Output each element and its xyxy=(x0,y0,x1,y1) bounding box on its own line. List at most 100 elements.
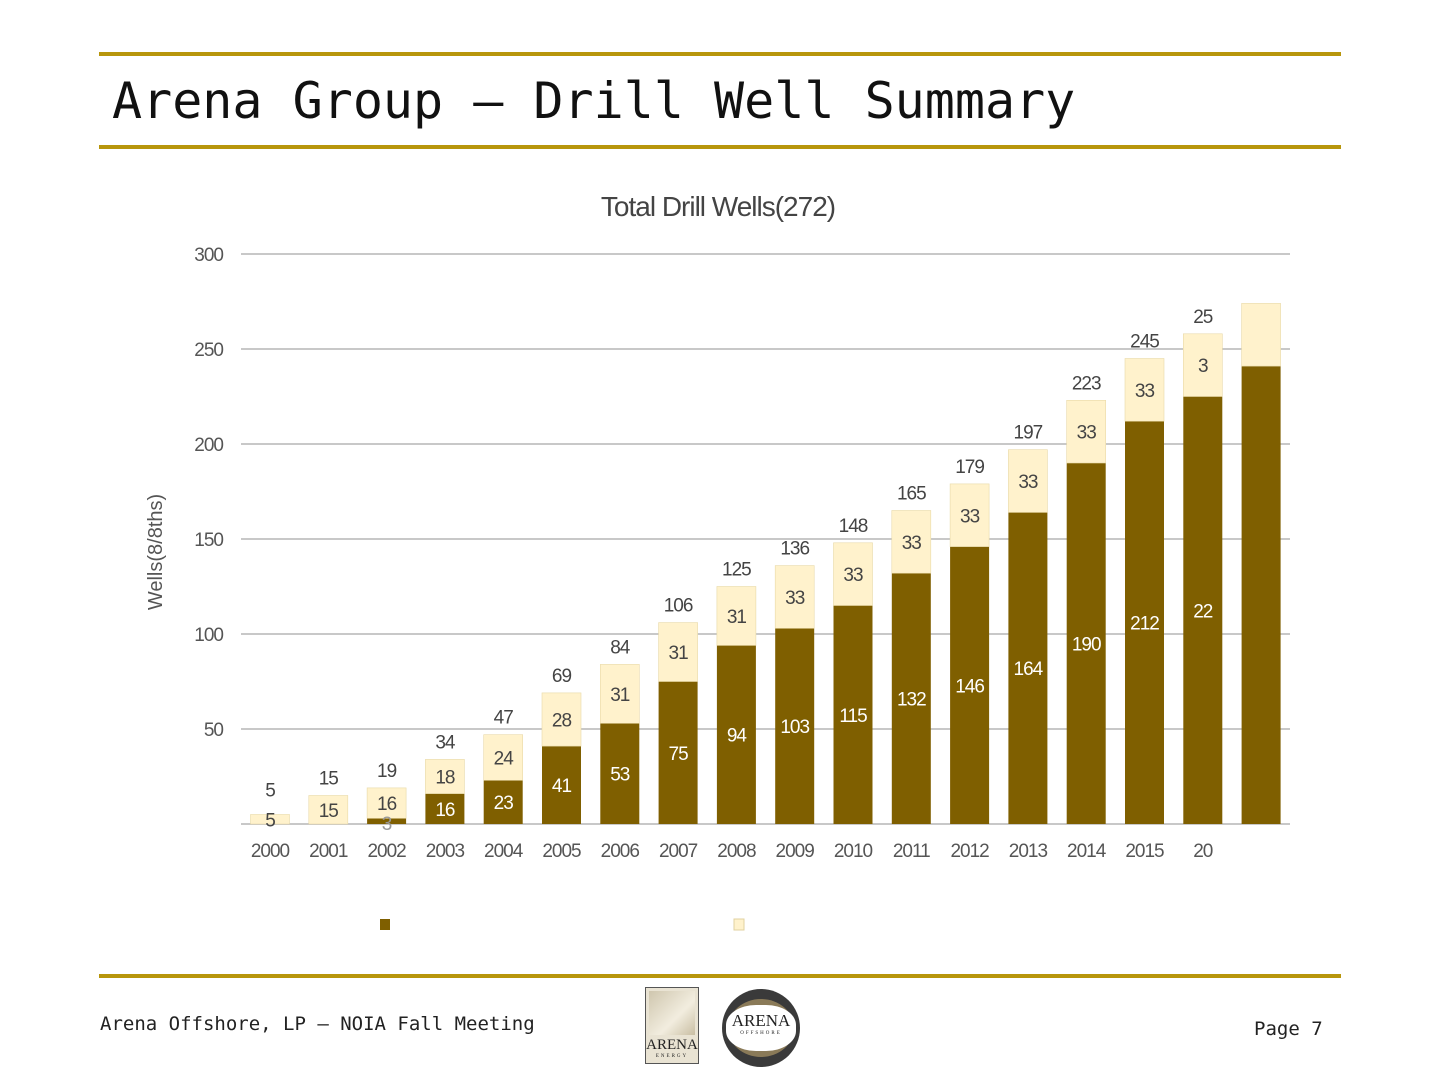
data-label-base: 103 xyxy=(780,717,809,738)
y-tick-label: 50 xyxy=(204,720,224,741)
data-label-base: 75 xyxy=(669,744,689,765)
data-label-base: 132 xyxy=(897,690,926,711)
data-label-total: 69 xyxy=(552,666,572,687)
bar-segment-base xyxy=(1241,366,1281,824)
y-axis-label: Wells(8/8ths) xyxy=(145,494,167,610)
data-label-top: 33 xyxy=(902,533,922,554)
bar-segment-base xyxy=(1125,421,1164,824)
bar-segment-base xyxy=(716,645,756,824)
data-label-base: 53 xyxy=(610,765,630,786)
legend-swatch-top xyxy=(733,918,745,931)
bar-segment-top xyxy=(250,814,290,825)
x-tick-label: 2013 xyxy=(1009,841,1048,862)
bar-segment-top xyxy=(891,510,932,574)
x-tick-label: 2003 xyxy=(426,841,465,862)
data-label-top: 31 xyxy=(727,607,747,628)
data-label-total: 165 xyxy=(897,484,926,505)
bar-segment-top xyxy=(541,692,582,747)
x-tick-label: 2002 xyxy=(367,841,406,862)
bar-segment-base xyxy=(833,605,873,824)
data-label-base: 3 xyxy=(382,814,392,835)
bar-segment-top xyxy=(308,795,349,825)
data-label-top: 33 xyxy=(1018,472,1038,493)
logo-right-text: ARENA xyxy=(731,1011,791,1030)
bar-segment-base xyxy=(1008,512,1048,824)
data-label-top: 5 xyxy=(265,810,275,831)
page-number: Page 7 xyxy=(1254,1018,1323,1040)
footer-meeting-text: Arena Offshore, LP — NOIA Fall Meeting xyxy=(100,1013,535,1035)
bar-segment-base xyxy=(658,681,698,824)
x-tick-label: 2015 xyxy=(1125,841,1164,862)
bar-segment-base xyxy=(1183,396,1223,824)
data-label-total: 223 xyxy=(1072,373,1101,394)
data-label-base: 115 xyxy=(839,706,867,727)
bar-segment-top xyxy=(599,664,640,724)
data-label-total: 84 xyxy=(610,637,631,658)
x-tick-label: 2009 xyxy=(776,841,815,862)
gulf-map-icon xyxy=(649,991,695,1035)
bar-segment-top xyxy=(833,542,873,606)
data-label-base: 23 xyxy=(494,793,514,814)
data-label-top: 3 xyxy=(1198,356,1208,377)
x-tick-label: 2008 xyxy=(717,841,756,862)
data-label-total: 15 xyxy=(319,769,339,790)
drill-well-chart: Total Drill Wells(272) 50 100 150 200 250 300 W… xyxy=(145,191,1290,931)
data-label-top: 16 xyxy=(377,794,397,815)
data-label-base: 212 xyxy=(1130,614,1159,635)
bar-segment-top xyxy=(658,622,698,682)
data-label-top: 18 xyxy=(435,768,455,789)
data-label-total: 47 xyxy=(494,708,514,729)
bar-segment-top xyxy=(949,483,990,547)
data-label-total: 25 xyxy=(1193,307,1213,328)
data-label-base: 22 xyxy=(1193,601,1213,622)
x-tick-label: 2014 xyxy=(1067,841,1107,862)
page-title: Arena Group — Drill Well Summary xyxy=(112,72,1076,130)
x-tick-label: 2000 xyxy=(251,841,290,862)
data-label-top: 33 xyxy=(843,565,863,586)
footer-rule xyxy=(99,974,1341,978)
data-label-base: 146 xyxy=(955,676,984,697)
data-label-base: 94 xyxy=(727,726,748,747)
arena-energy-logo: ARENA ENERGY xyxy=(645,987,699,1064)
data-label-top: 31 xyxy=(669,643,689,664)
data-label-top: 33 xyxy=(1077,423,1097,444)
data-label-top: 33 xyxy=(960,506,980,527)
legend-swatch-base xyxy=(380,919,390,930)
bar-segment-base xyxy=(950,546,990,824)
data-label-top: 33 xyxy=(1135,381,1155,402)
data-label-total: 125 xyxy=(722,560,751,581)
bar-segment-top xyxy=(1241,303,1281,367)
data-label-total: 5 xyxy=(265,781,275,802)
x-tick-label: 2005 xyxy=(542,841,581,862)
bar-segment-base xyxy=(891,573,931,824)
logo-left-text: ARENA xyxy=(646,1037,698,1053)
y-tick-label: 300 xyxy=(194,245,223,266)
data-label-top: 24 xyxy=(494,749,515,770)
data-label-base: 190 xyxy=(1072,635,1101,656)
x-tick-label: 2010 xyxy=(834,841,873,862)
y-tick-label: 100 xyxy=(194,625,223,646)
data-label-total: 19 xyxy=(377,761,397,782)
bar-segment-base xyxy=(425,793,465,824)
bar-segment-top xyxy=(1124,358,1165,422)
bar-segment-top xyxy=(483,734,524,781)
chart-title: Total Drill Wells(272) xyxy=(601,191,835,222)
data-label-total: 34 xyxy=(435,732,456,753)
data-label-total: 197 xyxy=(1014,423,1043,444)
x-tick-label: 2012 xyxy=(950,841,989,862)
y-tick-label: 150 xyxy=(194,530,223,551)
bar-segment-top xyxy=(425,759,465,794)
bar-segment-top xyxy=(1183,333,1223,397)
data-label-top: 28 xyxy=(552,711,572,732)
y-tick-label: 250 xyxy=(194,340,223,361)
data-label-base: 16 xyxy=(435,800,455,821)
data-label-total: 106 xyxy=(664,596,693,617)
x-tick-label: 2011 xyxy=(893,841,930,862)
data-label-total: 179 xyxy=(955,457,984,478)
data-label-total: 136 xyxy=(780,539,809,560)
x-tick-label: 20 xyxy=(1193,841,1213,862)
title-underline-rule xyxy=(99,145,1341,149)
data-label-total: 148 xyxy=(839,516,868,537)
x-tick-label: 2006 xyxy=(601,841,640,862)
bar-segment-base xyxy=(542,746,581,824)
